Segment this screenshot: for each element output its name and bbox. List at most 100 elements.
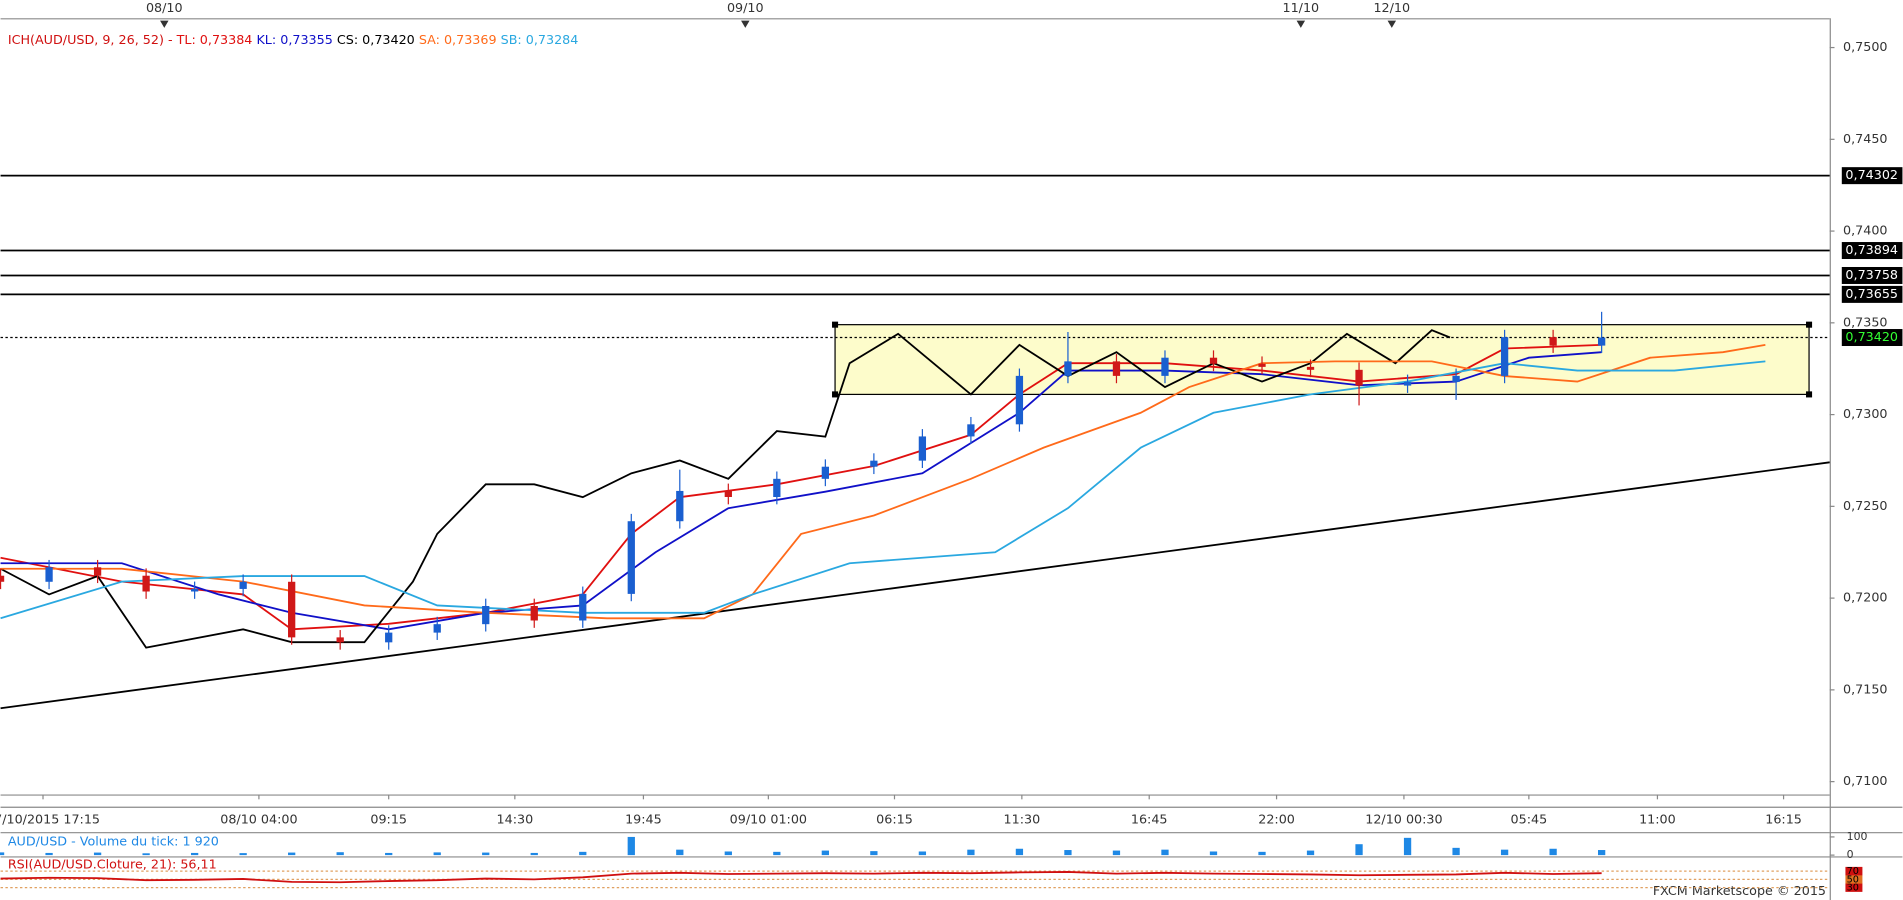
x-tick-label: 12/10 00:30 <box>1365 812 1442 827</box>
last-price-box <box>1841 329 1903 347</box>
candle-body <box>239 581 247 589</box>
trend-line <box>0 461 1830 710</box>
indicator-line <box>0 343 1766 620</box>
candle-body <box>1161 357 1169 376</box>
candle-body <box>93 567 102 576</box>
volume-bar <box>676 849 684 856</box>
rsi-tick-label: 50 <box>1847 874 1859 885</box>
candle-body <box>1355 369 1363 386</box>
candle-body <box>1306 366 1315 370</box>
x-tick-label: 11:00 <box>1639 812 1676 827</box>
volume-bar <box>1112 850 1121 856</box>
x-tick-label: 22:00 <box>1258 812 1295 827</box>
range-box-handle <box>832 391 839 398</box>
legend-value: 0,73369 <box>444 33 497 48</box>
candle-body <box>1112 361 1121 376</box>
candle-body <box>1015 375 1024 425</box>
volume-bar <box>724 851 732 856</box>
x-tick-label: 16:45 <box>1131 812 1168 827</box>
level-label-box <box>1841 167 1903 185</box>
candle-body <box>1403 381 1412 386</box>
volume-bar <box>1306 850 1315 856</box>
volume-bar <box>579 851 587 856</box>
volume-tick-label: 100 <box>1847 830 1868 843</box>
rsi-tick-label: 70 <box>1847 866 1859 877</box>
candle-body <box>1209 357 1218 364</box>
volume-bar <box>967 849 975 856</box>
legend-name: SB: <box>501 33 522 48</box>
candle-body <box>821 466 829 479</box>
level-label: 0,74302 <box>1845 168 1898 183</box>
candle-body <box>676 490 684 522</box>
legend: ICH(AUD/USD, 9, 26, 52) - TL: 0,73384 KL… <box>8 33 579 48</box>
volume-bar <box>821 850 829 856</box>
date-marker <box>741 20 750 28</box>
date-marker-label: 08/10 <box>146 1 183 16</box>
rsi-tick-box <box>1845 866 1863 876</box>
candle-body <box>433 624 441 633</box>
candle-body <box>336 637 344 643</box>
volume-bar <box>433 852 441 856</box>
y-tick-label: 0,7300 <box>1843 407 1888 422</box>
rsi-line <box>0 871 1602 884</box>
date-marker <box>1387 20 1397 28</box>
candle-body <box>1064 361 1072 376</box>
x-tick-label: 09/10 01:00 <box>730 812 807 827</box>
candle-body <box>870 460 878 467</box>
rsi-tick-box <box>1845 883 1863 892</box>
y-tick-label: 0,7150 <box>1843 682 1888 697</box>
rsi-tick-box <box>1845 875 1863 884</box>
level-label-box <box>1841 285 1903 303</box>
x-tick-label: 11:30 <box>1004 812 1041 827</box>
rsi-tick-label: 30 <box>1847 883 1859 894</box>
date-marker-label: 11/10 <box>1282 1 1319 16</box>
volume-bar <box>45 852 53 856</box>
y-tick-label: 0,7500 <box>1843 40 1888 55</box>
volume-bar <box>1064 850 1072 856</box>
volume-bar <box>336 852 344 856</box>
volume-bar <box>385 852 393 856</box>
x-tick-label: 07/10/2015 17:15 <box>0 812 100 827</box>
legend-value: 0,73420 <box>362 33 415 48</box>
legend-value: 0,73355 <box>280 33 333 48</box>
volume-bar <box>1597 850 1606 856</box>
legend-name: TL: <box>176 33 196 48</box>
candle-body <box>1500 337 1509 376</box>
legend-name: CS: <box>337 33 358 48</box>
candle-body <box>288 581 296 638</box>
date-marker <box>1296 20 1306 28</box>
candle-body <box>773 478 781 497</box>
frame <box>0 18 1903 900</box>
candle-body <box>918 436 927 461</box>
candle-body <box>1597 337 1606 346</box>
candle-body <box>482 606 490 625</box>
legend-name: KL: <box>256 33 276 48</box>
date-marker-label: 12/10 <box>1373 1 1410 16</box>
candle-body <box>190 588 199 592</box>
x-tick-label: 19:45 <box>625 812 662 827</box>
volume-bar <box>288 852 296 856</box>
x-tick-label: 08/10 04:00 <box>220 812 297 827</box>
y-tick-label: 0,7200 <box>1843 591 1888 606</box>
date-marker-label: 09/10 <box>727 1 764 16</box>
level-label-box <box>1841 242 1903 260</box>
rsi-title: RSI(AUD/USD.Cloture, 21): 56,11 <box>8 857 217 872</box>
range-box-handle <box>1806 391 1813 398</box>
volume-bar <box>1161 849 1169 856</box>
volume-bar <box>1355 844 1363 856</box>
legend-value: 0,73384 <box>200 33 253 48</box>
volume-bar <box>142 853 150 856</box>
date-marker <box>160 20 169 28</box>
volume-bar <box>1209 851 1218 856</box>
volume-bar <box>773 851 781 856</box>
range-box-handle <box>1806 321 1813 328</box>
candle-body <box>530 606 538 621</box>
x-tick-label: 05:45 <box>1511 812 1548 827</box>
candle-body <box>627 521 635 594</box>
legend-title: ICH(AUD/USD, 9, 26, 52) - <box>8 33 173 48</box>
volume-bar <box>482 852 490 856</box>
candle-body <box>1452 375 1460 382</box>
